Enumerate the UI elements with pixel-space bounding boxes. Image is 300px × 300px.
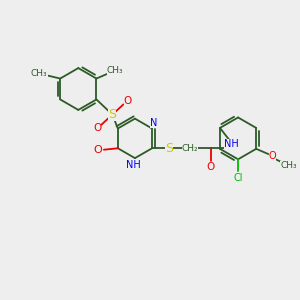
Text: O: O: [207, 162, 215, 172]
Text: S: S: [165, 142, 173, 155]
Text: O: O: [93, 145, 102, 155]
Text: CH₂: CH₂: [182, 144, 198, 153]
Text: CH₃: CH₃: [107, 66, 124, 75]
Text: S: S: [108, 108, 116, 121]
Text: NH: NH: [224, 139, 239, 148]
Text: N: N: [150, 118, 157, 128]
Text: O: O: [124, 96, 132, 106]
Text: CH₃: CH₃: [31, 69, 48, 78]
Text: O: O: [268, 152, 276, 161]
Text: CH₃: CH₃: [280, 160, 297, 169]
Text: Cl: Cl: [233, 173, 243, 183]
Text: O: O: [93, 123, 101, 133]
Text: NH: NH: [126, 160, 141, 170]
